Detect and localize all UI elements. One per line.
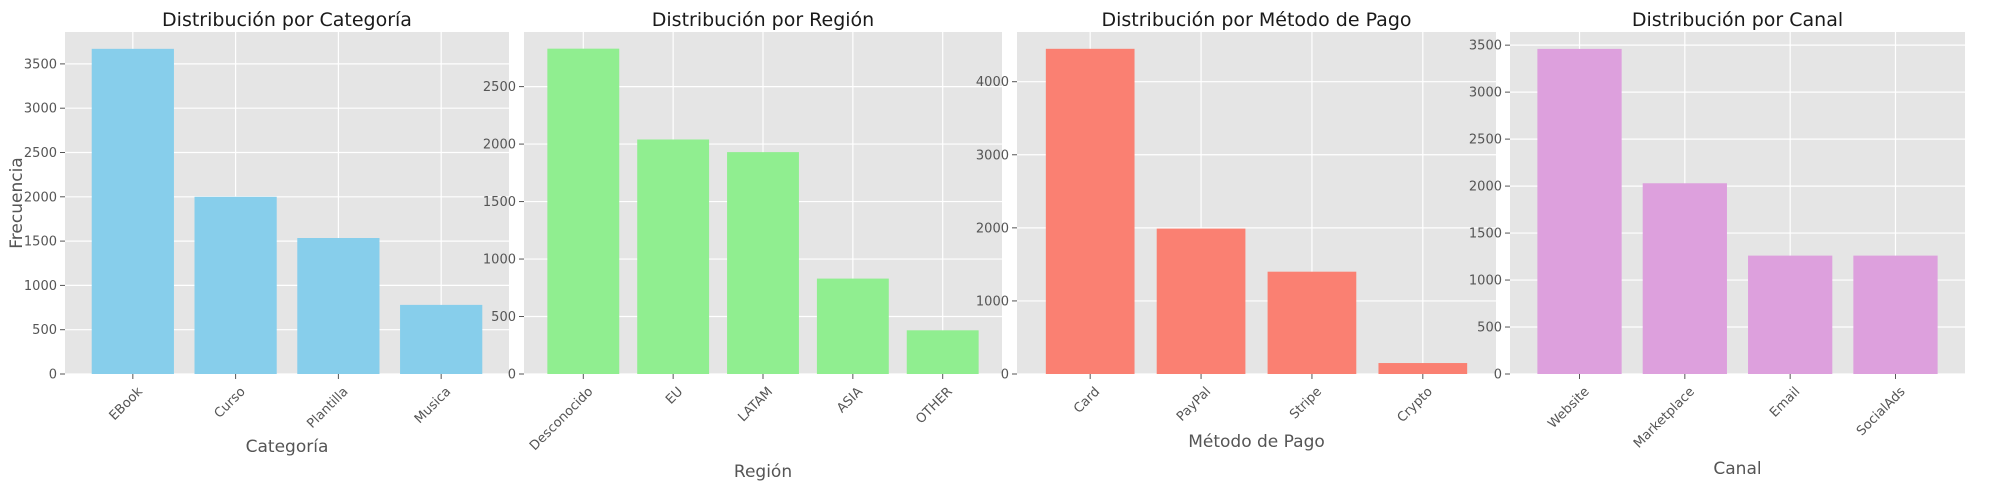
x-tick-label: Stripe [1287, 384, 1325, 422]
x-tick-label: LATAM [735, 384, 776, 425]
y-tick-label: 3000 [1469, 86, 1502, 101]
bar [1642, 183, 1727, 374]
y-tick-label: 500 [32, 323, 57, 338]
y-tick-label: 2000 [483, 138, 516, 153]
chart-title: Distribución por Método de Pago [1101, 9, 1411, 31]
y-tick-label: 1500 [1469, 227, 1502, 242]
chart-title: Distribución por Canal [1632, 9, 1843, 31]
y-tick-label: 0 [1494, 368, 1502, 383]
bar [297, 237, 380, 374]
bar [1748, 255, 1833, 374]
bar [727, 152, 799, 374]
bar [1537, 48, 1622, 375]
y-tick-label: 1500 [483, 195, 516, 210]
bar [1378, 363, 1468, 374]
y-tick-label: 2000 [24, 190, 57, 205]
bar [547, 48, 620, 374]
y-tick-label: 1000 [24, 279, 57, 294]
y-tick-label: 0 [49, 368, 57, 383]
bar [194, 196, 277, 374]
x-tick-label: EBook [107, 384, 147, 424]
x-tick-label: EU [663, 384, 686, 407]
x-tick-label: Email [1767, 384, 1803, 420]
x-tick-label: Card [1071, 384, 1103, 416]
x-tick-label: Marketplace [1631, 384, 1698, 451]
x-tick-label: ASIA [834, 384, 866, 416]
chart-panel-4: 0 500 1000 1500 2000 2500 3000 3500 Website Marke… [1469, 9, 1965, 479]
y-tick-label: 1000 [976, 294, 1009, 309]
x-tick-label: Curso [212, 384, 249, 421]
bar [1156, 228, 1246, 374]
chart-panel-2: 0 500 1000 1500 2000 2500 Desconocido EU LATAM AS… [483, 9, 1002, 482]
y-tick-label: 3000 [24, 102, 57, 117]
y-tick-label: 500 [1477, 321, 1502, 336]
y-tick-label: 2000 [1469, 180, 1502, 195]
chart-panel-3: 0 1000 2000 3000 4000 Card PayPal Stripe Crypto D… [976, 9, 1496, 452]
chart-title: Distribución por Región [652, 9, 874, 31]
x-tick-label: PayPal [1174, 384, 1214, 424]
bar [91, 48, 174, 374]
x-tick-label: OTHER [913, 384, 956, 427]
y-tick-label: 3500 [1469, 39, 1502, 54]
y-tick-label: 1500 [24, 235, 57, 250]
bar [1853, 255, 1938, 374]
y-tick-label: 1000 [483, 253, 516, 268]
x-axis-label: Método de Pago [1188, 432, 1325, 452]
bar [816, 278, 889, 374]
y-tick-label: 2500 [483, 80, 516, 95]
x-tick-label: SocialAds [1854, 384, 1909, 439]
x-tick-label: Plantilla [304, 384, 351, 431]
bar [637, 139, 710, 374]
y-axis-label: Frecuencia [7, 157, 27, 248]
y-tick-label: 0 [1001, 368, 1009, 383]
y-tick-label: 500 [491, 310, 516, 325]
x-tick-label: Website [1545, 384, 1592, 431]
x-axis-label: Región [734, 462, 792, 482]
y-tick-label: 4000 [976, 75, 1009, 90]
y-tick-label: 3500 [24, 57, 57, 72]
x-tick-label: Desconocido [527, 384, 596, 453]
bar [1267, 271, 1357, 374]
y-tick-label: 2500 [24, 146, 57, 161]
x-axis-label: Categoría [246, 437, 329, 457]
x-tick-label: Musica [412, 384, 454, 426]
bar [400, 304, 483, 374]
chart-panel-1: 0 500 1000 1500 2000 2500 3000 3500 EBook Curso Pl… [7, 9, 509, 457]
y-tick-label: 2000 [976, 221, 1009, 236]
chart-title: Distribución por Categoría [162, 9, 412, 31]
x-tick-label: Crypto [1395, 384, 1436, 425]
y-tick-label: 1000 [1469, 274, 1502, 289]
bar [1045, 48, 1135, 375]
bar [906, 330, 979, 374]
y-tick-label: 3000 [976, 148, 1009, 163]
x-axis-label: Canal [1713, 459, 1761, 479]
y-tick-label: 2500 [1469, 133, 1502, 148]
y-tick-label: 0 [508, 368, 516, 383]
